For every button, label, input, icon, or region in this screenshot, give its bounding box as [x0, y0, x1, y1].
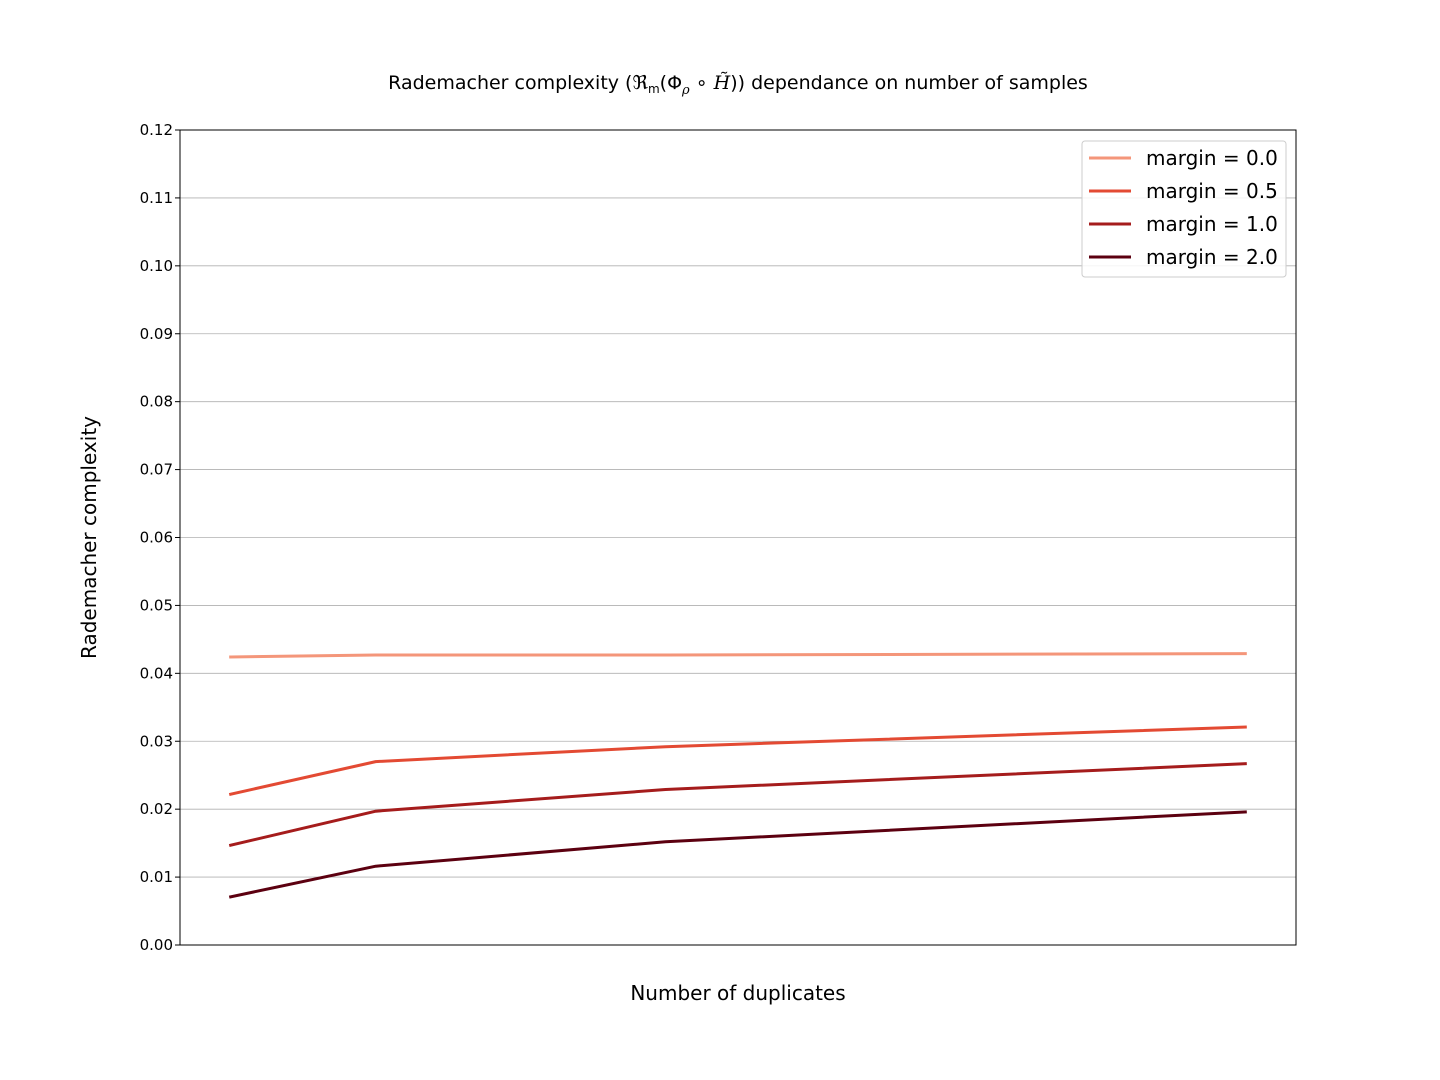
- y-tick-label: 0.00: [140, 936, 173, 954]
- y-tick-label: 0.04: [140, 664, 173, 682]
- legend-label: margin = 2.0: [1146, 245, 1278, 269]
- legend-label: margin = 0.5: [1146, 179, 1278, 203]
- y-tick-label: 0.05: [140, 596, 173, 614]
- legend-box: [1081, 140, 1287, 278]
- plot-area-frame: [179, 129, 1297, 946]
- grid-lines: [180, 197, 1296, 878]
- y-axis-label: Rademacher complexity: [77, 416, 101, 659]
- series-line-margin-0-5: [228, 725, 1247, 796]
- legend-label: margin = 0.0: [1146, 146, 1278, 170]
- series-line-margin-0-0: [229, 652, 1247, 659]
- chart-title: Rademacher complexity (ℜm(Φρ ∘ H̃)) depe…: [388, 72, 1088, 98]
- series-line-margin-1-0: [228, 762, 1247, 848]
- y-tick-label: 0.08: [140, 393, 173, 411]
- y-tick-label: 0.03: [140, 732, 173, 750]
- series-lines: [228, 652, 1247, 899]
- y-tick-label: 0.12: [140, 121, 173, 139]
- y-tick-label: 0.07: [140, 461, 173, 479]
- y-tick-label: 0.06: [140, 529, 173, 547]
- legend-label: margin = 1.0: [1146, 212, 1278, 236]
- legend: margin = 0.0 margin = 0.5 margin = 1.0 marg…: [1081, 140, 1287, 278]
- y-tick-label: 0.10: [140, 257, 173, 275]
- y-tick-label: 0.09: [140, 325, 173, 343]
- y-tick-label: 0.11: [140, 189, 173, 207]
- series-line-margin-2-0: [228, 810, 1247, 899]
- y-tick-label: 0.02: [140, 800, 173, 818]
- y-axis-ticks: 0.00 0.01 0.02 0.03 0.04 0.05 0.06 0.07 0.08 0.09…: [140, 121, 180, 954]
- x-axis-label: Number of duplicates: [630, 981, 845, 1005]
- y-tick-label: 0.01: [140, 868, 173, 886]
